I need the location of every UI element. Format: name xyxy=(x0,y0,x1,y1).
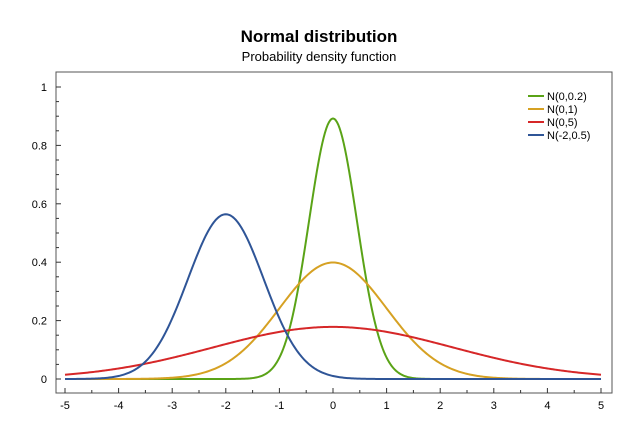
x-tick-label: -5 xyxy=(60,400,70,412)
x-tick-label: -4 xyxy=(114,400,124,412)
axis-layer: -5 -4 -3 -2 -1 0 1 2 3 4 5 0 0.2 0.4 0.6 0.8 1 xyxy=(32,82,604,412)
x-tick-label: 5 xyxy=(598,400,604,412)
y-tick-label: 0.2 xyxy=(32,316,47,328)
legend-label: N(0,0.2) xyxy=(547,91,587,103)
legend: N(0,0.2)N(0,1)N(0,5)N(-2,0.5) xyxy=(528,91,590,142)
y-tick-label: 0.8 xyxy=(32,140,47,152)
y-tick-label: 0.6 xyxy=(32,199,47,211)
series-line xyxy=(65,117,601,380)
x-tick-label: -2 xyxy=(221,400,231,412)
chart-subtitle: Probability density function xyxy=(241,49,397,64)
x-tick-label: 0 xyxy=(330,400,336,412)
chart-title: Normal distribution xyxy=(240,27,398,46)
x-tick-label: 1 xyxy=(384,400,390,412)
x-tick-label: -3 xyxy=(167,400,177,412)
legend-label: N(-2,0.5) xyxy=(547,130,590,142)
x-tick-label: -1 xyxy=(275,400,285,412)
x-tick-label: 3 xyxy=(491,400,497,412)
series-line xyxy=(64,325,602,376)
y-tick-label: 0.4 xyxy=(32,257,47,269)
plot-area-frame xyxy=(55,71,613,394)
x-tick-label: 2 xyxy=(437,400,443,412)
legend-label: N(0,1) xyxy=(547,104,578,116)
y-tick-label: 1 xyxy=(41,82,47,94)
x-tick-label: 4 xyxy=(544,400,550,412)
series-line xyxy=(65,213,601,380)
legend-label: N(0,5) xyxy=(547,117,578,129)
series-layer xyxy=(64,117,602,380)
y-tick-label: 0 xyxy=(41,374,47,386)
